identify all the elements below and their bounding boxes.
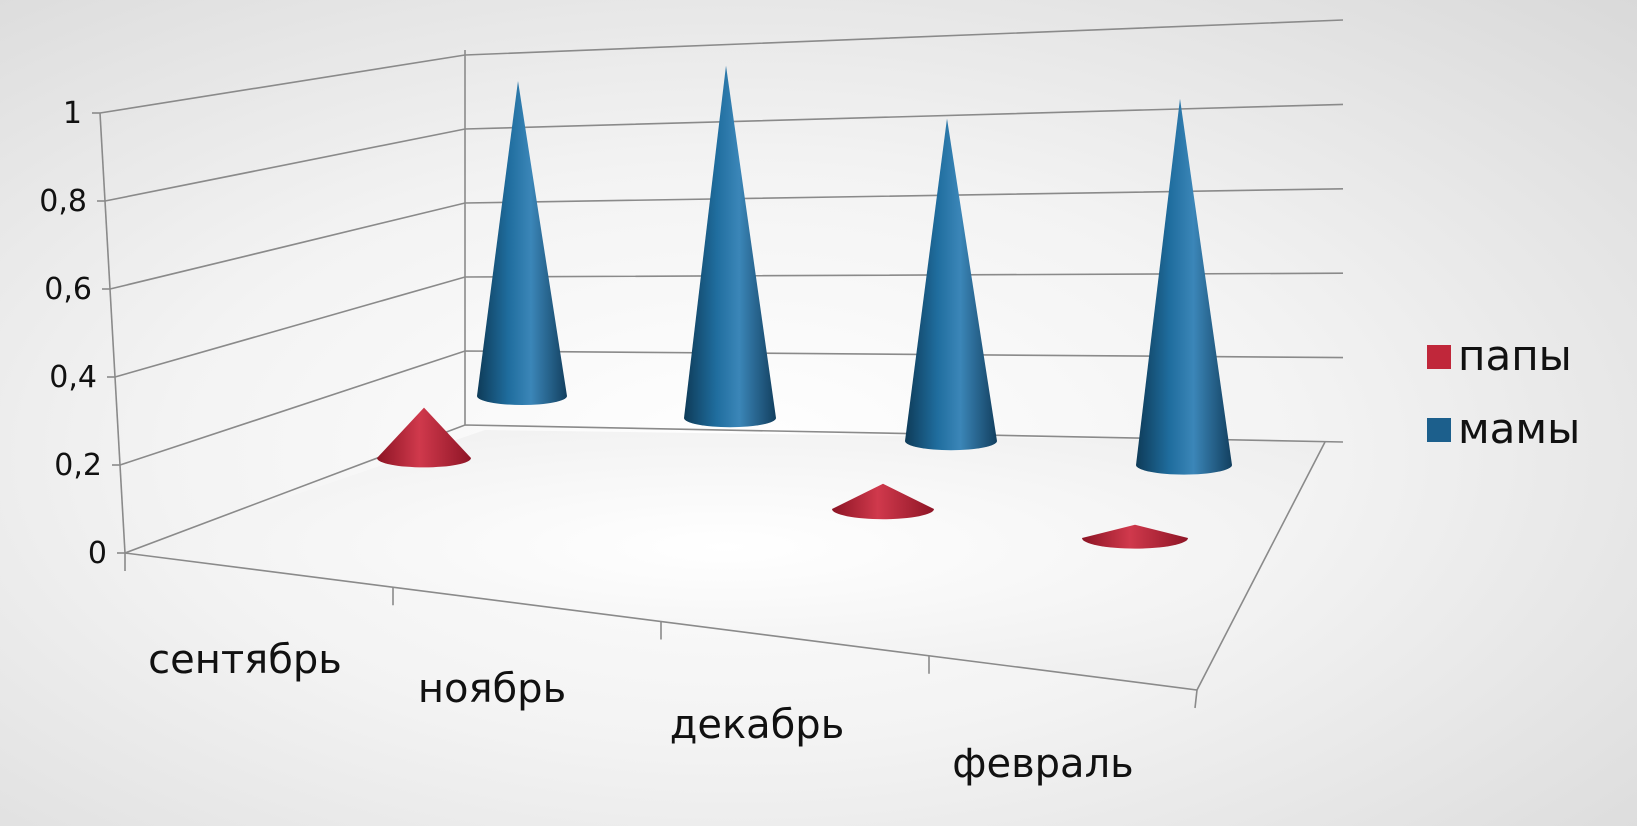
cone-body <box>477 81 567 405</box>
y-tick-label: 0,6 <box>44 272 92 307</box>
legend-swatch <box>1427 345 1451 369</box>
chart-cones <box>377 65 1232 549</box>
y-tick-label: 1 <box>63 96 82 131</box>
x-category-label: декабрь <box>670 702 845 748</box>
cone-body <box>684 65 776 428</box>
y-axis-line <box>99 112 126 554</box>
legend-swatch <box>1427 418 1451 442</box>
y-tick-label: 0,8 <box>39 184 87 219</box>
cone-body <box>905 118 997 451</box>
y-tick-label: 0,2 <box>54 448 102 483</box>
x-category-label: февраль <box>952 741 1133 787</box>
cone-body <box>832 483 934 520</box>
cone-mark <box>832 483 934 520</box>
chart-floor <box>125 430 1325 690</box>
x-category-label: сентябрь <box>148 637 342 683</box>
legend-label: папы <box>1458 331 1572 380</box>
y-axis: 0 0,2 0,4 0,6 0,8 1 <box>39 96 125 571</box>
chart-frame <box>99 50 1326 709</box>
y-tick-label: 0,4 <box>49 360 97 395</box>
gridline <box>99 19 1344 114</box>
gridlines <box>99 19 1344 554</box>
cone-body <box>1082 524 1188 549</box>
x-category-label: ноябрь <box>418 666 566 712</box>
cone-mark <box>477 81 567 405</box>
legend: папы мамы <box>1427 331 1580 453</box>
cone-mark <box>1136 98 1232 475</box>
y-tick-label: 0 <box>88 536 107 571</box>
cone-mark <box>1082 524 1188 549</box>
cone-mark <box>905 118 997 451</box>
cone-mark <box>684 65 776 428</box>
x-tick-mark <box>1194 689 1198 709</box>
cone-body <box>377 407 471 468</box>
cone-mark <box>377 407 471 468</box>
x-axis: сентябрь ноябрь декабрь февраль <box>148 587 1134 787</box>
legend-label: мамы <box>1458 404 1580 453</box>
cone-body <box>1136 98 1232 475</box>
